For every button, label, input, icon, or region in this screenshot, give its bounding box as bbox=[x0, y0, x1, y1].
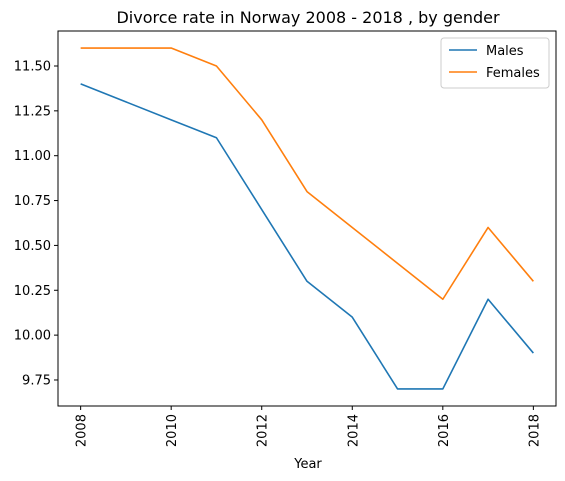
y-tick-label: 11.00 bbox=[14, 149, 51, 164]
x-axis-label: Year bbox=[293, 457, 322, 472]
y-tick-label: 9.75 bbox=[22, 373, 51, 388]
y-tick-label: 10.50 bbox=[14, 239, 51, 254]
x-tick-label: 2018 bbox=[527, 414, 542, 447]
plot-frame bbox=[57, 30, 557, 407]
y-tick-label: 10.25 bbox=[14, 284, 51, 299]
y-tick-label: 11.25 bbox=[14, 104, 51, 119]
x-tick-label: 2008 bbox=[75, 414, 90, 447]
x-tick-label: 2010 bbox=[165, 414, 180, 447]
y-axis-ticks: 9.75 10.00 10.25 10.50 10.75 11.00 11.25 11.50 bbox=[14, 59, 58, 388]
legend: Males Females bbox=[440, 37, 550, 89]
series-line-females bbox=[80, 47, 534, 301]
x-axis-ticks: 2008 2010 2012 2014 2016 2018 bbox=[75, 406, 542, 447]
x-tick-label: 2012 bbox=[256, 414, 271, 447]
legend-label-males: Males bbox=[486, 44, 524, 59]
plot-lines bbox=[80, 47, 534, 390]
y-tick-label: 11.50 bbox=[14, 59, 51, 74]
chart-title: Divorce rate in Norway 2008 - 2018 , by … bbox=[116, 8, 500, 27]
y-tick-label: 10.75 bbox=[14, 194, 51, 209]
legend-label-females: Females bbox=[486, 66, 540, 81]
y-tick-label: 10.00 bbox=[14, 329, 51, 344]
x-tick-label: 2014 bbox=[346, 414, 361, 447]
x-tick-label: 2016 bbox=[437, 414, 452, 447]
series-line-males bbox=[80, 83, 534, 390]
